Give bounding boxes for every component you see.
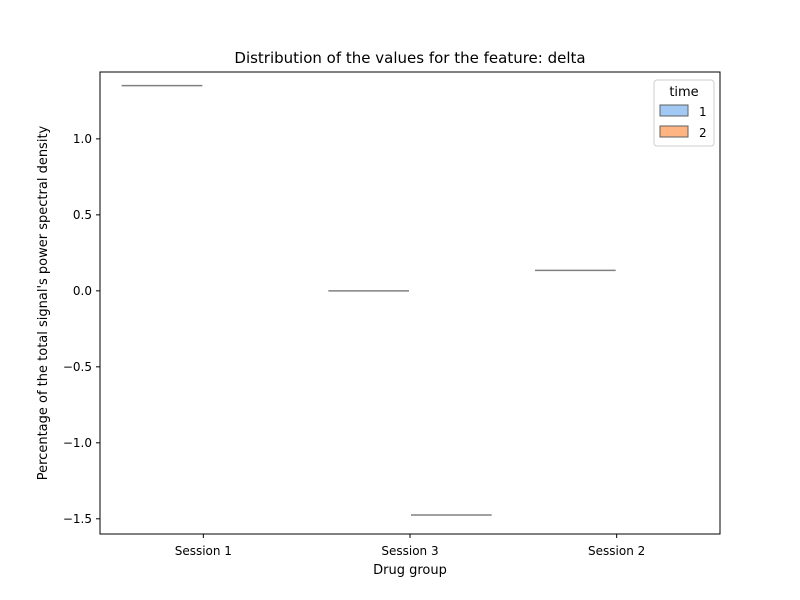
x-axis-label: Drug group	[373, 563, 447, 578]
plot-area	[99, 71, 721, 535]
legend: time 1 2	[653, 79, 715, 147]
x-axis: Session 1 Session 3 Session 2	[175, 534, 645, 558]
legend-swatch-1	[659, 104, 689, 117]
y-axis-label: Percentage of the total signal's power s…	[36, 125, 51, 480]
y-tick-label: 1.0	[73, 132, 92, 146]
y-tick-label: −1.5	[63, 512, 92, 526]
y-axis: −1.5 −1.0 −0.5 0.0 0.5 1.0	[63, 132, 100, 526]
y-tick-label: −1.0	[63, 436, 92, 450]
y-tick-label: −0.5	[63, 360, 92, 374]
box-marks	[121, 84, 616, 516]
x-tick-label: Session 2	[588, 544, 645, 558]
y-tick-label: 0.5	[73, 208, 92, 222]
y-tick-label: 0.0	[73, 284, 92, 298]
legend-title: time	[669, 85, 698, 100]
legend-label-2: 2	[699, 126, 707, 140]
legend-swatch-2	[659, 125, 689, 138]
x-tick-label: Session 3	[381, 544, 438, 558]
x-tick-label: Session 1	[175, 544, 232, 558]
axes-frame	[99, 71, 721, 535]
chart-title: Distribution of the values for the featu…	[234, 49, 585, 67]
legend-label-1: 1	[699, 105, 707, 119]
